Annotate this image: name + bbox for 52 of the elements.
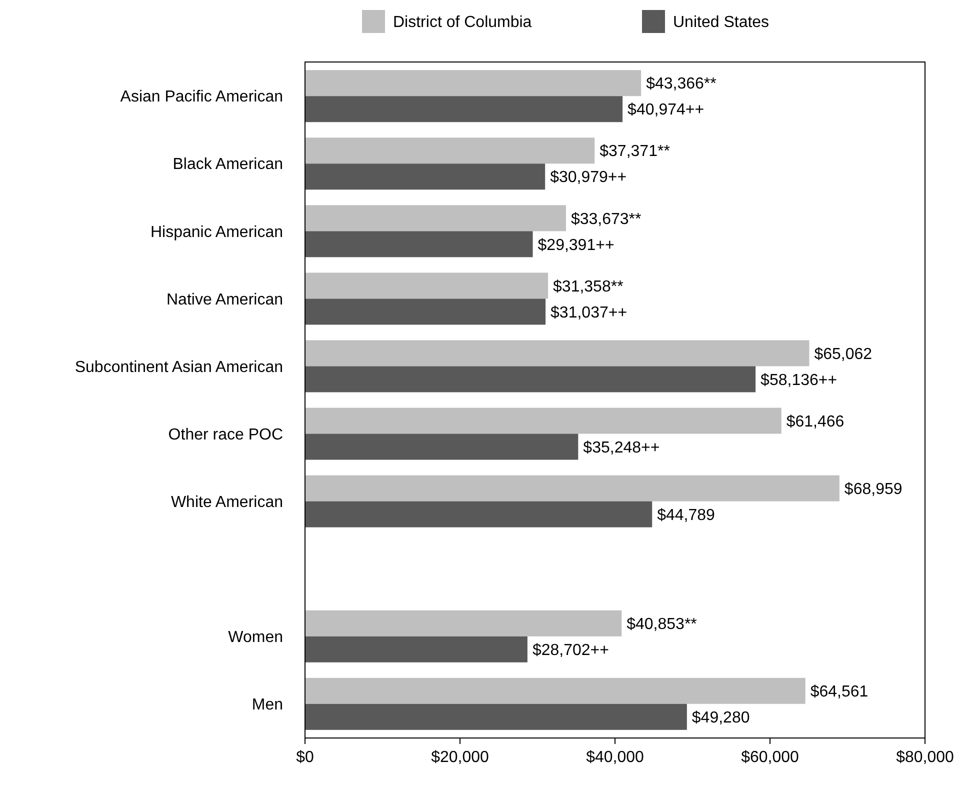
bar (305, 70, 642, 96)
data-label: $58,136++ (760, 372, 838, 389)
bar (305, 408, 782, 434)
data-label: $33,673** (570, 210, 642, 228)
data-label: $43,366** (646, 76, 716, 93)
x-tick-label: $40,000 (586, 749, 644, 766)
bar (305, 231, 533, 258)
y-tick-label: Men (252, 696, 283, 714)
data-label: $44,789 (657, 506, 716, 524)
bar (305, 678, 806, 704)
y-tick-label: Black American (172, 156, 283, 174)
bar (305, 272, 548, 299)
bar (305, 298, 546, 325)
data-label: $64,561 (810, 683, 868, 700)
y-tick-label: Asian Pacific American (120, 88, 283, 106)
y-tick-label: Subcontinent Asian American (74, 358, 283, 376)
bar (305, 340, 810, 366)
x-tick-label: $0 (296, 749, 314, 766)
y-tick-label: Other race POC (168, 426, 283, 444)
bar (305, 610, 622, 636)
bar (305, 164, 546, 190)
bar (305, 434, 578, 460)
x-tick-label: $80,000 (896, 749, 954, 766)
bar (305, 501, 652, 528)
legend-label: United States (673, 14, 770, 32)
bar (305, 475, 840, 502)
y-tick-label: Hispanic American (150, 224, 283, 241)
bar (305, 205, 566, 232)
y-tick-label: Women (228, 628, 283, 646)
legend-label: District of Columbia (393, 14, 532, 32)
data-label: $40,974++ (628, 102, 704, 119)
x-tick-label: $60,000 (741, 749, 800, 766)
data-label: $35,248++ (583, 439, 660, 456)
data-label: $68,959 (844, 480, 902, 498)
bar (305, 636, 528, 662)
data-label: $40,853** (626, 616, 697, 633)
data-label: $37,371** (600, 143, 670, 160)
data-label: $30,979++ (550, 169, 627, 186)
data-label: $49,280 (692, 709, 750, 726)
bar (305, 96, 623, 122)
bar (305, 366, 756, 392)
bar (305, 138, 595, 164)
data-label: $31,358** (553, 278, 624, 296)
data-label: $28,702++ (532, 642, 609, 659)
data-label: $31,037++ (550, 304, 628, 322)
data-label: $29,391++ (538, 236, 614, 254)
y-tick-label: White American (170, 494, 283, 511)
y-tick-label: Native American (166, 291, 283, 308)
bar (305, 704, 687, 730)
x-tick-label: $20,000 (431, 749, 490, 766)
data-label: $61,466 (786, 413, 844, 430)
data-label: $65,062 (814, 346, 872, 363)
